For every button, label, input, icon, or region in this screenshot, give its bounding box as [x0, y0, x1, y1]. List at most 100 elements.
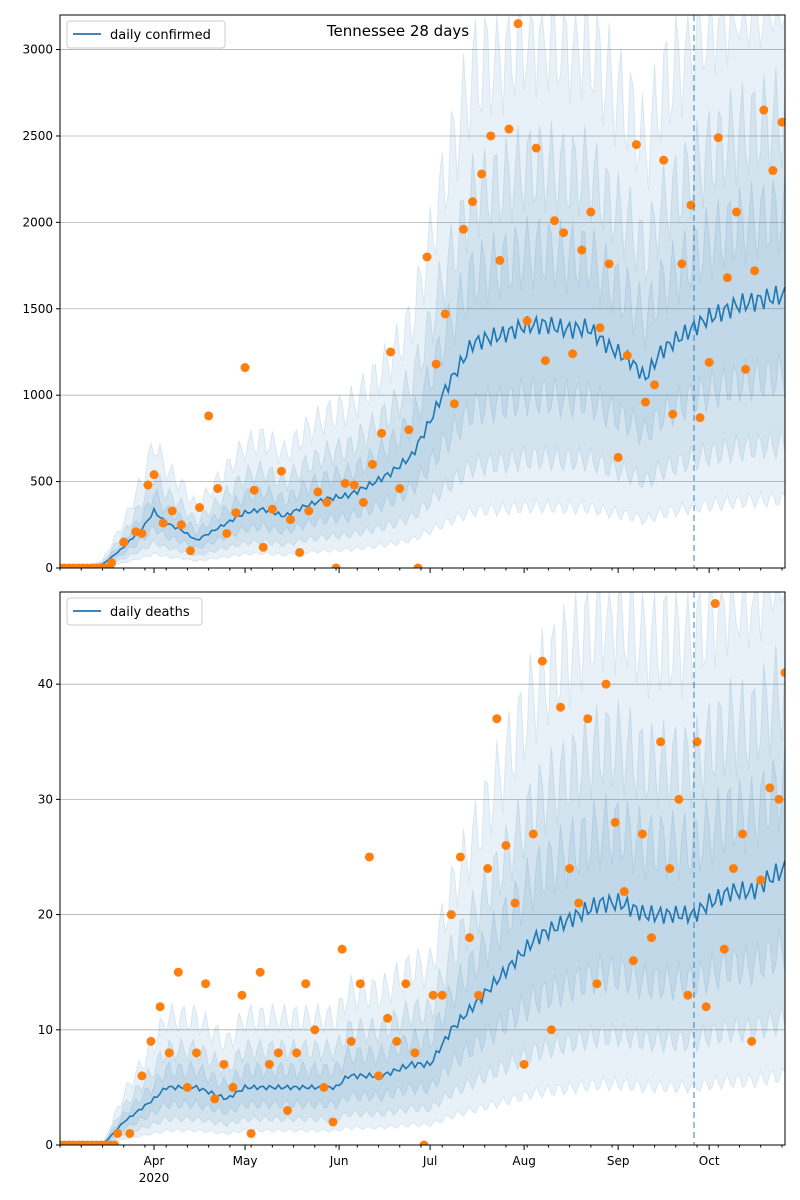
data-point — [374, 1071, 384, 1081]
x-tick-label: Sep — [607, 1154, 630, 1168]
legend-label: daily confirmed — [110, 28, 211, 43]
data-point — [167, 506, 177, 516]
data-point — [340, 478, 350, 488]
data-point — [119, 537, 129, 547]
data-point — [722, 273, 732, 283]
data-point — [337, 944, 347, 954]
data-point — [331, 563, 341, 568]
data-point — [322, 497, 332, 507]
x-tick-label: May — [233, 1154, 258, 1168]
data-point — [519, 1059, 529, 1069]
series-line-daily-confirmed — [60, 285, 785, 568]
data-point — [319, 1082, 329, 1092]
data-point — [695, 413, 705, 423]
data-point — [501, 840, 511, 850]
data-point — [349, 480, 359, 490]
data-point — [592, 979, 602, 989]
data-point — [246, 1128, 256, 1138]
data-point — [483, 864, 493, 873]
data-point — [440, 309, 450, 319]
data-point — [219, 1059, 229, 1069]
y-tick-label: 3000 — [22, 43, 53, 57]
data-point — [565, 864, 575, 873]
data-point — [228, 1082, 238, 1092]
data-point — [195, 503, 205, 513]
data-point — [446, 910, 456, 920]
deaths-chart: 0 10 20 30 40 Apr 2020 May Jun Jul Aug Sep Oct daily … — [38, 591, 786, 1185]
data-point — [155, 1002, 165, 1012]
legend: daily deaths — [66, 597, 203, 626]
y-tick-label: 20 — [38, 908, 53, 922]
data-point — [731, 207, 741, 217]
data-point — [728, 864, 738, 873]
data-point — [404, 425, 414, 435]
data-point — [510, 898, 520, 908]
data-point — [583, 714, 593, 724]
y-tick-label: 1000 — [22, 388, 53, 402]
data-point — [292, 1048, 302, 1058]
data-point — [455, 852, 465, 862]
data-point — [267, 504, 277, 514]
data-point — [413, 563, 423, 568]
data-point — [628, 956, 638, 966]
data-point — [704, 357, 714, 367]
uncertainty-band — [60, 645, 785, 1145]
data-point — [780, 668, 785, 678]
axes-frame — [59, 591, 786, 1146]
data-point — [419, 1140, 429, 1145]
data-point — [668, 409, 678, 419]
data-point — [137, 1071, 147, 1081]
data-point — [528, 829, 538, 839]
data-point — [650, 380, 660, 390]
data-point — [559, 228, 569, 238]
y-tick-label: 30 — [38, 792, 53, 806]
data-point — [568, 349, 578, 359]
chart-title: Tennessee 28 days — [326, 22, 469, 40]
y-tick-label: 0 — [45, 1138, 53, 1152]
series-line-daily-deaths — [60, 860, 785, 1145]
data-point — [595, 323, 605, 333]
data-point — [640, 397, 650, 407]
data-point — [255, 967, 265, 977]
data-point — [301, 979, 311, 989]
data-point — [137, 528, 147, 538]
data-point — [701, 1002, 711, 1012]
data-point — [428, 990, 438, 1000]
x-tick-label: Jul — [422, 1154, 437, 1168]
data-point — [674, 794, 684, 804]
data-point — [386, 347, 396, 357]
data-point — [713, 133, 723, 143]
legend-box — [66, 20, 226, 49]
data-point — [465, 933, 475, 943]
data-point — [537, 656, 547, 666]
data-point — [692, 737, 702, 747]
x-tick-label: Jun — [329, 1154, 349, 1168]
data-point — [201, 979, 211, 989]
data-point — [659, 155, 669, 165]
data-point — [431, 359, 441, 369]
data-point — [631, 140, 641, 150]
data-point — [264, 1059, 274, 1069]
data-point — [377, 428, 387, 438]
y-tick-label: 10 — [38, 1023, 53, 1037]
data-point — [392, 1036, 402, 1046]
data-point — [549, 216, 559, 226]
data-point — [240, 363, 250, 373]
data-point — [149, 470, 159, 480]
legend-label: daily deaths — [110, 605, 190, 620]
uncertainty-band — [60, 592, 785, 1145]
y-tick-label: 0 — [45, 561, 53, 575]
data-point — [286, 515, 296, 525]
x-tick-label: Apr — [144, 1154, 165, 1168]
data-point — [604, 259, 614, 269]
data-point — [540, 356, 550, 366]
data-point — [683, 990, 693, 1000]
data-point — [192, 1048, 202, 1058]
data-point — [577, 245, 587, 255]
data-point — [210, 1094, 220, 1104]
data-point — [422, 252, 432, 262]
legend: daily confirmed — [66, 20, 226, 49]
data-point — [395, 484, 405, 494]
data-point — [738, 829, 748, 839]
